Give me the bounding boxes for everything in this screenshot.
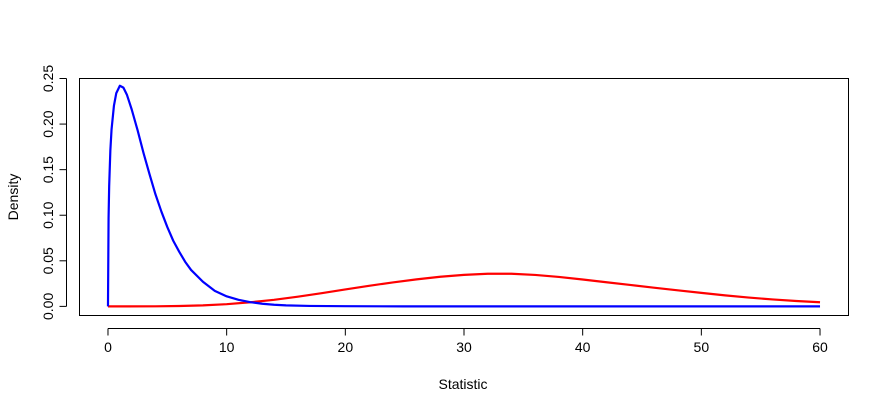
y-axis: 0.00 0.05 0.10 0.15 0.20 0.25 [40,65,67,320]
y-tick-label: 0.05 [40,247,56,274]
x-tick-label: 40 [575,339,591,355]
x-tick-label: 10 [219,339,235,355]
x-axis-label: Statistic [438,376,487,392]
x-tick-label: 50 [694,339,710,355]
series-line-red [107,272,821,308]
x-tick-label: 0 [104,339,112,355]
series-line-blue [106,84,821,308]
series-layer [106,84,821,308]
y-tick-label: 0.15 [40,156,56,183]
plot-frame [79,78,849,316]
x-axis: 0 10 20 30 40 50 60 [104,328,828,355]
y-tick-label: 0.00 [40,293,56,320]
y-tick-label: 0.25 [40,65,56,92]
y-tick-label: 0.20 [40,110,56,137]
y-axis-label: Density [5,174,21,221]
y-tick-label: 0.10 [40,201,56,228]
x-tick-label: 20 [338,339,354,355]
x-tick-label: 30 [456,339,472,355]
x-tick-label: 60 [812,339,828,355]
